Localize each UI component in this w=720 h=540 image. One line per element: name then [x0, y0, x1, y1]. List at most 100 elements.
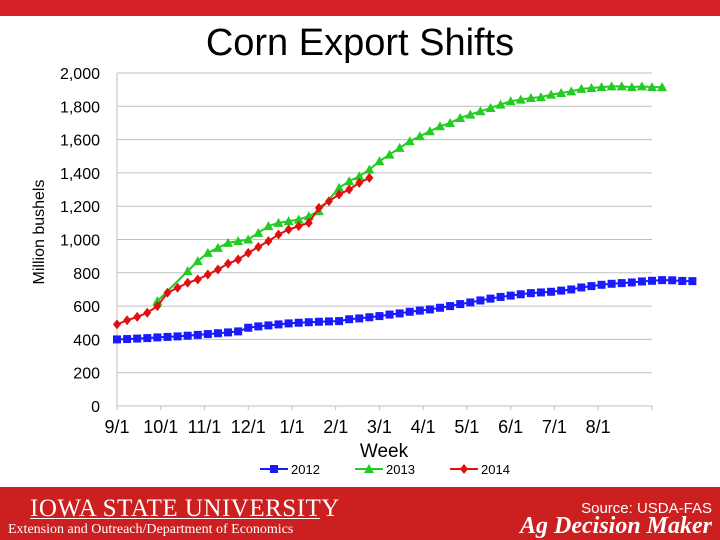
series-2012-point: [516, 290, 525, 299]
series-2012-point: [254, 322, 263, 331]
series-2013-point: [566, 86, 577, 96]
series-2012-point: [425, 305, 434, 314]
series-2013-point: [455, 112, 466, 122]
series-2013-line: [156, 85, 663, 302]
y-tick-label: 1,400: [60, 166, 100, 183]
series-2012-point: [597, 280, 606, 289]
series-2014-point: [345, 184, 354, 195]
series-2012-point: [234, 327, 243, 336]
series-2014-point: [224, 258, 233, 269]
series-2012-point: [405, 307, 414, 316]
series-2012-point: [324, 317, 333, 326]
series-2012-point: [314, 317, 323, 326]
series-2012-point: [415, 306, 424, 315]
series-2012-point: [668, 276, 677, 285]
top-accent-bar: [0, 0, 720, 16]
series-2012-point: [274, 320, 283, 329]
series-2012-point: [688, 277, 697, 286]
series-2013-point: [586, 82, 597, 92]
series-2013-point: [647, 82, 657, 92]
series-2013-point: [212, 242, 223, 252]
series-2014-point: [254, 241, 263, 252]
series-2014-point: [173, 282, 182, 293]
series-2012-point: [355, 314, 364, 323]
series-2013-point: [283, 216, 294, 226]
y-tick-label: 1,800: [60, 99, 100, 116]
y-axis-title: Million bushels: [31, 180, 48, 285]
legend-label-2013: 2013: [386, 462, 415, 477]
series-2012-point: [113, 335, 121, 344]
series-2012-point: [496, 292, 505, 301]
series-2014-point: [355, 177, 364, 188]
series-2012-point: [587, 282, 596, 291]
series-2014-point: [264, 236, 273, 247]
series-2012-point: [456, 300, 465, 309]
series-2013-point: [223, 237, 234, 247]
x-tick-label: 6/1: [498, 417, 523, 437]
series-2012-point: [123, 335, 132, 344]
series-2013-point: [263, 221, 274, 231]
series-2012-point: [213, 329, 222, 338]
series-2013-point: [505, 96, 516, 106]
series-2012-point: [375, 312, 384, 321]
series-2012-point: [547, 287, 556, 296]
series-2014-point: [314, 202, 323, 213]
x-tick-label: 2/1: [323, 417, 348, 437]
series-2012-point: [678, 276, 687, 285]
series-2012-point: [466, 298, 475, 307]
series-2014-point: [335, 189, 344, 200]
series-2012-point: [446, 302, 455, 311]
series-2013-point: [525, 92, 536, 102]
series-2012-point: [557, 286, 566, 295]
series-2012-point: [163, 332, 172, 341]
x-tick-label: 12/1: [231, 417, 266, 437]
series-2013-point: [606, 81, 617, 91]
series-2014-point: [163, 287, 172, 298]
university-divider: [30, 518, 320, 519]
y-tick-label: 1,200: [60, 199, 100, 216]
series-2014-point: [244, 247, 253, 258]
source-note: Source: USDA-FAS: [581, 500, 712, 517]
legend-marker-2012: [270, 465, 278, 473]
x-tick-label: 11/1: [188, 417, 222, 437]
series-2013-point: [243, 234, 254, 244]
series-2013-point: [475, 106, 486, 116]
chart-title: Corn Export Shifts: [205, 22, 515, 64]
series-2014-point: [294, 221, 303, 232]
series-2012-point: [264, 321, 273, 330]
series-2014-point: [153, 301, 162, 312]
series-2013-point: [354, 171, 365, 181]
series-2014-point: [123, 315, 132, 326]
series-2012-point: [567, 285, 576, 294]
x-tick-label: 1/1: [279, 417, 304, 437]
series-2013-point: [445, 117, 456, 127]
x-tick-label: 5/1: [454, 417, 479, 437]
y-tick-label: 400: [73, 332, 100, 349]
y-tick-label: 1,000: [60, 233, 100, 250]
x-tick-label: 9/1: [104, 417, 129, 437]
series-2012-point: [304, 318, 313, 327]
series-2013-point: [233, 236, 244, 246]
series-2012-point: [617, 279, 626, 288]
series-2012-point: [203, 330, 212, 339]
series-2013-point: [202, 247, 213, 257]
series-2012-point: [173, 332, 182, 341]
series-2014-point: [234, 254, 243, 265]
series-2013-point: [465, 109, 476, 119]
series-2013-point: [616, 81, 627, 91]
series-2013-point: [374, 156, 385, 166]
corn-export-chart: 0 200 400 600 800 1,000 1,200 1,400 1,600 1,800 2,…: [31, 66, 697, 477]
series-2013-point: [626, 82, 637, 92]
series-2012-point: [183, 331, 192, 340]
footer-banner: [0, 487, 720, 540]
series-2012-point: [536, 288, 545, 297]
series-2014-point: [113, 319, 121, 330]
series-2014-point: [143, 307, 152, 318]
series-2013-point: [424, 126, 435, 136]
series-2013-point: [344, 176, 355, 186]
series-2013-point: [182, 266, 193, 276]
series-2012-line: [116, 279, 693, 341]
x-tick-label: 10/1: [143, 417, 178, 437]
series-2014-point: [213, 264, 222, 275]
series-2013-point: [596, 82, 607, 92]
